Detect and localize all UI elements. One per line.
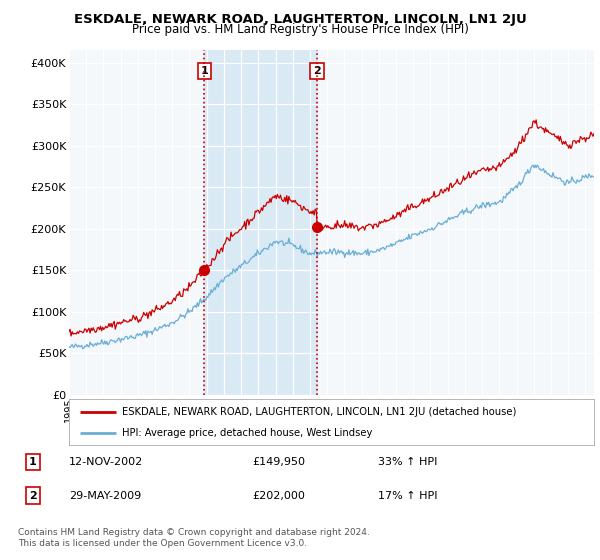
Text: 1: 1 (200, 66, 208, 76)
Text: 2: 2 (313, 66, 321, 76)
Text: HPI: Average price, detached house, West Lindsey: HPI: Average price, detached house, West… (121, 428, 372, 438)
Text: 2: 2 (29, 491, 37, 501)
Text: ESKDALE, NEWARK ROAD, LAUGHTERTON, LINCOLN, LN1 2JU: ESKDALE, NEWARK ROAD, LAUGHTERTON, LINCO… (74, 13, 526, 26)
Text: £149,950: £149,950 (252, 457, 305, 467)
Text: 33% ↑ HPI: 33% ↑ HPI (378, 457, 437, 467)
Text: ESKDALE, NEWARK ROAD, LAUGHTERTON, LINCOLN, LN1 2JU (detached house): ESKDALE, NEWARK ROAD, LAUGHTERTON, LINCO… (121, 407, 516, 417)
Text: Contains HM Land Registry data © Crown copyright and database right 2024.
This d: Contains HM Land Registry data © Crown c… (18, 528, 370, 548)
Text: 17% ↑ HPI: 17% ↑ HPI (378, 491, 437, 501)
Text: Price paid vs. HM Land Registry's House Price Index (HPI): Price paid vs. HM Land Registry's House … (131, 23, 469, 36)
Text: £202,000: £202,000 (252, 491, 305, 501)
Text: 1: 1 (29, 457, 37, 467)
Bar (205, 50, 317, 395)
Text: 12-NOV-2002: 12-NOV-2002 (69, 457, 143, 467)
Text: 29-MAY-2009: 29-MAY-2009 (69, 491, 141, 501)
